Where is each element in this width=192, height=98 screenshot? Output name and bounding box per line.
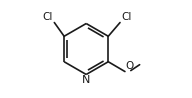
Text: O: O (125, 61, 134, 71)
Text: Cl: Cl (121, 12, 131, 22)
Text: N: N (82, 75, 90, 85)
Text: Cl: Cl (42, 12, 53, 22)
